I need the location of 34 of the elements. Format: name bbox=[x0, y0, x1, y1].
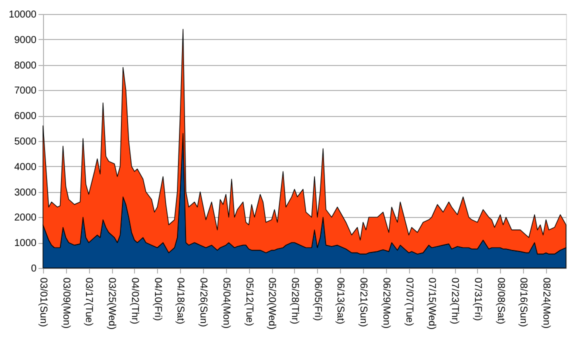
y-tick-label: 9000 bbox=[14, 34, 37, 46]
y-tick-label: 5000 bbox=[14, 136, 37, 148]
x-tick-label: 06/05(Fri) bbox=[312, 278, 323, 321]
x-tick-label: 08/24(Mon) bbox=[540, 278, 552, 329]
x-tick-label: 04/26(Sun) bbox=[198, 278, 209, 327]
x-tick-label: 07/23(Thr) bbox=[449, 278, 460, 324]
x-tick-label: 08/16(Sun) bbox=[518, 278, 529, 327]
x-tick-label: 04/18(Sat) bbox=[174, 278, 186, 324]
x-tick-label: 03/01(Sun) bbox=[38, 278, 48, 327]
x-tick-label: 07/07(Tue) bbox=[403, 278, 414, 326]
x-tick-label: 04/02(Thr) bbox=[128, 278, 140, 324]
y-tick-label: 7000 bbox=[14, 86, 37, 97]
x-tick-label: 07/15(Wed) bbox=[426, 278, 438, 330]
y-tick-label: 2000 bbox=[14, 212, 37, 224]
x-tick-label: 03/17(Tue) bbox=[83, 278, 94, 326]
x-tick-label: 05/04(Mon) bbox=[220, 278, 232, 329]
x-tick-label: 03/25(Wed) bbox=[106, 278, 118, 330]
x-tick-label: 06/21(Sun) bbox=[358, 278, 369, 327]
x-tick-label: 05/28(Thr) bbox=[288, 278, 300, 324]
x-tick-label: 04/10(Fri) bbox=[152, 278, 163, 321]
x-tick-label: 03/09(Mon) bbox=[60, 278, 72, 329]
y-tick-label: 1000 bbox=[14, 238, 37, 250]
y-tick-label: 3000 bbox=[14, 187, 37, 198]
y-tick-label: 4000 bbox=[14, 162, 37, 173]
x-tick-label: 05/12(Tue) bbox=[243, 278, 254, 326]
y-tick-label: 0 bbox=[30, 264, 37, 274]
x-tick-label: 06/29(Mon) bbox=[380, 278, 392, 329]
x-tick-label: 06/13(Sat) bbox=[334, 278, 346, 324]
x-tick-label: 08/08(Sat) bbox=[494, 278, 506, 324]
y-tick-label: 6000 bbox=[14, 111, 37, 122]
x-tick-label: 07/31(Fri) bbox=[472, 278, 483, 321]
y-tick-label: 10000 bbox=[8, 10, 37, 20]
y-tick-label: 8000 bbox=[14, 60, 37, 72]
x-tick-label: 05/20(Wed) bbox=[266, 278, 278, 330]
